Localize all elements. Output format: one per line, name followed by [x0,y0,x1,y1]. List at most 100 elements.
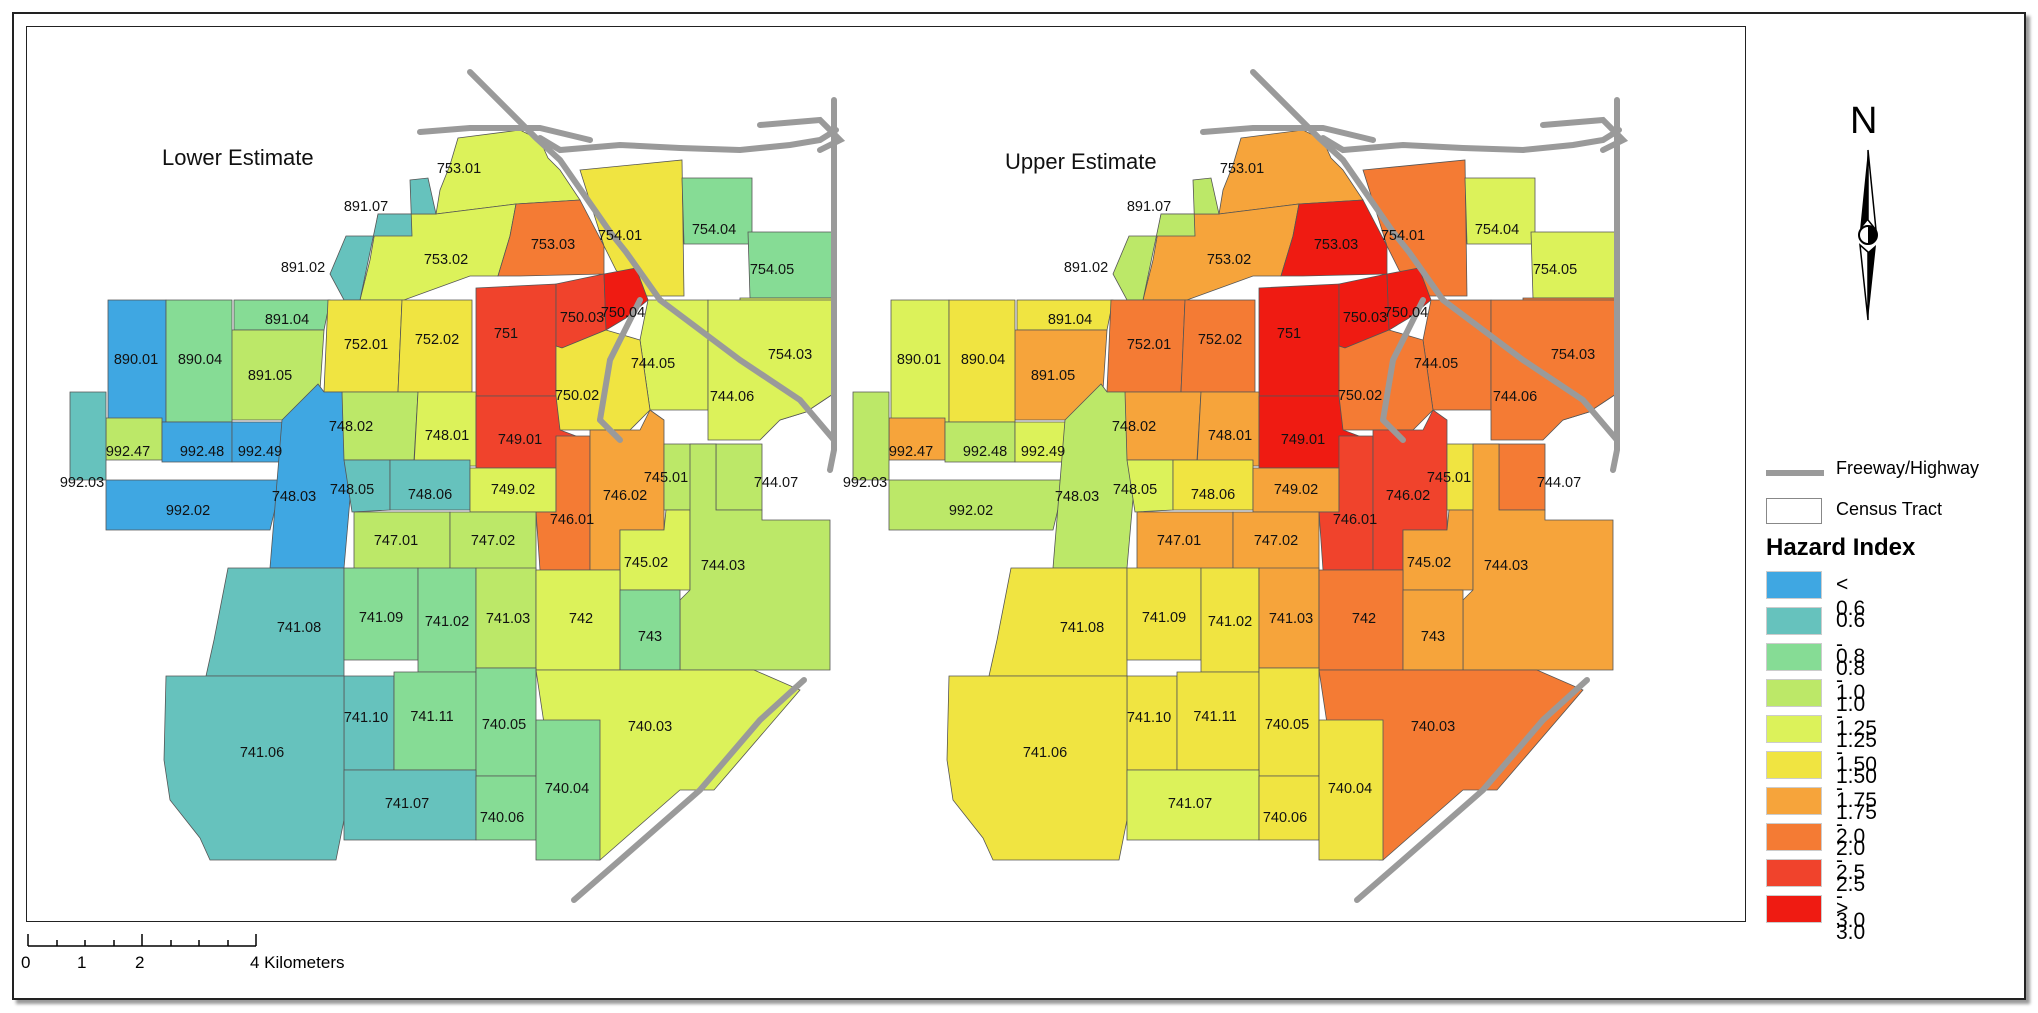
tract-label: 752.01 [344,337,388,353]
tract-label: 890.01 [897,352,941,368]
tract-label: 741.03 [486,611,530,627]
tract-polygon [946,675,1128,861]
freeway-line [1380,417,1406,443]
tract-polygon [1112,177,1220,301]
tract-label: 749.02 [1274,482,1318,498]
tract-label: 743 [638,629,662,645]
tract-label: 754.04 [692,222,736,238]
tract-label: 891.02 [281,260,325,276]
legend-swatch [1766,679,1822,707]
tract-polygon [1338,329,1434,431]
freeway-line [537,127,839,154]
tract-label: 754.05 [750,262,794,278]
tract-label: 753.01 [437,161,481,177]
tract-label: 741.10 [344,710,388,726]
tract-label: 744.07 [1537,475,1581,491]
tract-label: 744.06 [710,389,754,405]
upper-estimate-title: Upper Estimate [1005,149,1157,174]
tract-label: 741.09 [1142,610,1186,626]
tract-label: 891.04 [265,312,309,328]
tract-label: 748.06 [408,487,452,503]
tract-label: 748.03 [272,489,316,505]
tract-label: 891.07 [344,199,388,215]
legend-class-label: 1.0 - 1.25 [1836,681,1877,752]
legend-class-label: 2.5 - 3.0 [1836,861,1866,932]
legend-class-label: 0.6 - 0.8 [1836,609,1866,680]
tract-label: 750.03 [560,310,604,326]
tract-label: 749.01 [498,432,542,448]
tract-label: 992.49 [1021,444,1065,460]
freeway-line [1540,116,1629,153]
tract-label: 744.05 [631,356,675,372]
tract-label: 740.05 [482,717,526,733]
tract-label: 741.06 [1023,745,1067,761]
freeway-line [597,417,623,443]
freeway-line [757,116,846,153]
tract-label: 740.06 [480,810,524,826]
tract-label: 741.10 [1127,710,1171,726]
tract-label: 746.02 [603,488,647,504]
lower-estimate-title: Lower Estimate [162,145,314,170]
tract-label: 754.01 [1381,228,1425,244]
tract-label: 752.01 [1127,337,1171,353]
tract-label: 754.04 [1475,222,1519,238]
legend-class-label: 1.25 - 1.50 [1836,717,1877,788]
census-tract-legend-label: Census Tract [1836,499,1943,519]
tract-label: 741.11 [1193,709,1236,725]
tract-label: 891.07 [1127,199,1171,215]
tract-label: 754.05 [1533,262,1577,278]
legend-class-label: 1.50 - 1.75 [1836,753,1877,824]
tract-label: 748.01 [1208,428,1252,444]
scale-label-1: 1 [77,953,87,972]
tract-label: 741.08 [1060,620,1104,636]
north-label: N [1850,100,1878,142]
scale-label-4: 4 Kilometers [250,953,345,972]
legend-class-label: 1.75 - 2.0 [1836,789,1877,860]
freeway-line [1354,677,1590,903]
tract-polygon [205,567,345,677]
tract-polygon [988,567,1128,677]
scale-label-2: 2 [135,953,145,972]
tract-label: 891.05 [1031,368,1075,384]
tract-label: 754.03 [1551,347,1595,363]
tract-label: 744.03 [1484,558,1528,574]
freeway-line [467,69,837,443]
legend-swatch [1766,823,1822,851]
legend-swatch [1766,715,1822,743]
tract-label: 740.03 [628,719,672,735]
tract-label: 753.02 [424,252,468,268]
tract-label: 741.03 [1269,611,1313,627]
tract-polygon [105,479,283,531]
tract-label: 741.07 [385,796,429,812]
freeway-line [597,297,643,423]
tract-label: 742 [569,611,593,627]
legend-title: Hazard Index [1766,534,1916,561]
tract-label: 992.02 [166,503,210,519]
tract-label: 744.03 [701,558,745,574]
tract-label: 746.01 [1333,512,1377,528]
tract-polygon [69,391,107,481]
tract-label: 891.05 [248,368,292,384]
lower-estimate-map: 753.01 753.02 753.03 754.01 754.04 754.05 754.… [60,69,846,903]
tract-label: 992.48 [963,444,1007,460]
tract-label: 743 [1421,629,1445,645]
tract-label: 740.05 [1265,717,1309,733]
tract-label: 740.06 [1263,810,1307,826]
tract-label: 741.06 [240,745,284,761]
tract-label: 753.03 [531,237,575,253]
tract-label: 751 [494,326,518,342]
tract-label: 744.05 [1414,356,1458,372]
freeway-legend-swatch [1766,470,1824,476]
legend-swatch [1766,751,1822,779]
tract-polygon [1422,299,1492,411]
tract-label: 740.04 [1328,781,1372,797]
census-tract-legend-swatch [1766,498,1822,524]
scale-bar [27,934,257,947]
tract-label: 741.07 [1168,796,1212,812]
tract-label: 753.03 [1314,237,1358,253]
tract-polygon [1318,719,1384,861]
tract-label: 747.01 [1157,533,1201,549]
tract-polygon [852,391,890,481]
tract-label: 745.01 [644,470,688,486]
tract-label: 752.02 [1198,332,1242,348]
